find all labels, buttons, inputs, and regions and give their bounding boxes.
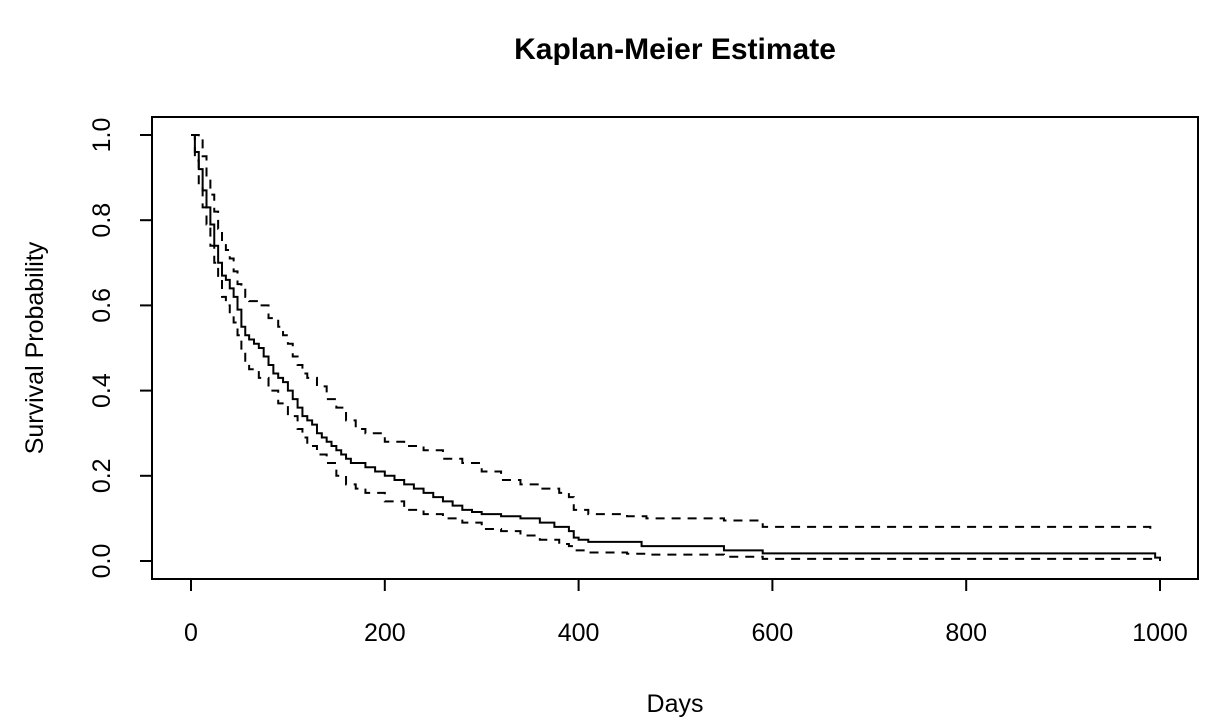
chart-title: Kaplan-Meier Estimate — [514, 33, 836, 66]
x-tick-label: 0 — [184, 619, 198, 647]
series-layer — [191, 134, 1161, 561]
x-axis: 0 200 400 600 800 1000 — [184, 578, 1188, 647]
y-tick-label: 0.0 — [88, 544, 116, 579]
survival-estimate-line — [191, 134, 1161, 561]
y-tick-label: 1.0 — [88, 118, 116, 153]
y-axis: 0.0 0.2 0.4 0.6 0.8 1.0 — [88, 118, 153, 579]
y-axis-title: Survival Probability — [21, 241, 49, 454]
y-tick-label: 0.2 — [88, 458, 116, 493]
y-tick-label: 0.6 — [88, 288, 116, 323]
x-tick-label: 600 — [752, 619, 794, 647]
upper-confidence-line — [191, 134, 1152, 532]
plot-frame — [151, 116, 1199, 580]
y-tick-label: 0.8 — [88, 203, 116, 238]
y-tick-label: 0.4 — [88, 373, 116, 408]
x-tick-label: 1000 — [1132, 619, 1188, 647]
lower-confidence-line — [191, 134, 1161, 561]
x-tick-label: 800 — [945, 619, 987, 647]
x-axis-title: Days — [647, 690, 704, 718]
x-tick-label: 200 — [364, 619, 406, 647]
x-tick-label: 400 — [558, 619, 600, 647]
